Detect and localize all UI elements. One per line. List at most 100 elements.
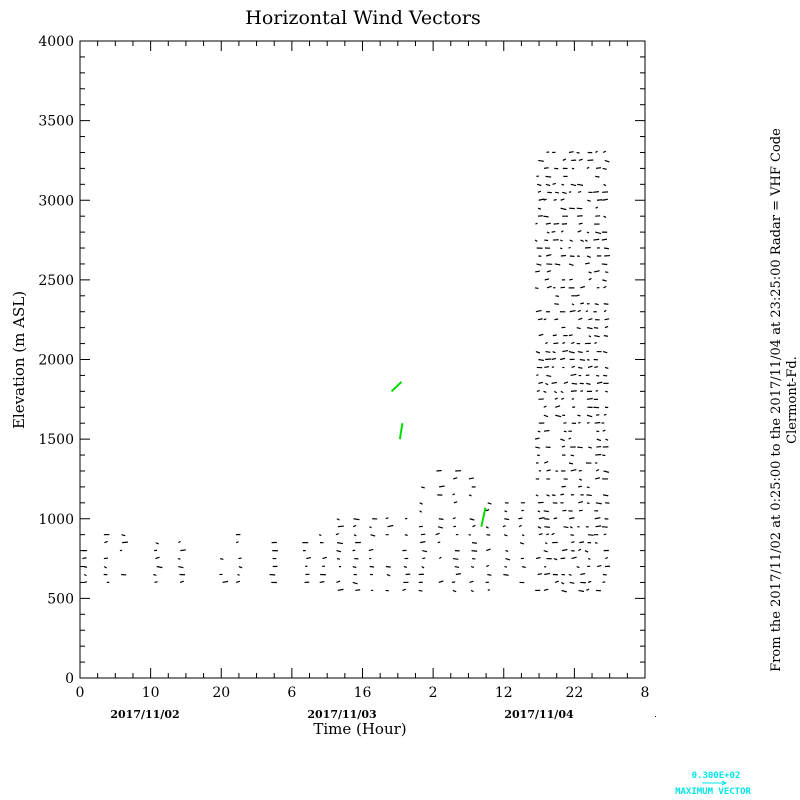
wind-vector xyxy=(569,239,574,242)
wind-vector xyxy=(469,580,474,584)
wind-vector xyxy=(154,581,158,584)
wind-vector xyxy=(538,517,545,520)
wind-vector xyxy=(568,151,574,154)
wind-vector xyxy=(594,517,601,520)
wind-vector xyxy=(543,414,549,418)
wind-vector xyxy=(543,167,549,169)
wind-vector xyxy=(571,365,576,369)
wind-vector xyxy=(577,191,582,193)
wind-vector xyxy=(544,542,548,545)
wind-vector xyxy=(306,556,312,560)
wind-vector xyxy=(503,534,508,537)
wind-vector xyxy=(578,421,581,424)
legend-label: MAXIMUM VECTOR xyxy=(675,787,751,797)
wind-vector xyxy=(545,175,552,178)
wind-vector xyxy=(535,350,541,354)
wind-vector xyxy=(579,358,586,361)
wind-vector xyxy=(570,534,574,536)
wind-vector xyxy=(535,446,540,449)
wind-vector xyxy=(469,518,475,521)
wind-vector xyxy=(535,222,538,225)
wind-vector xyxy=(546,253,552,257)
wind-vector xyxy=(593,238,600,241)
wind-vector xyxy=(452,589,457,593)
wind-vector xyxy=(319,581,325,584)
wind-vector xyxy=(586,502,590,505)
wind-vector xyxy=(487,588,491,591)
wind-vector xyxy=(571,556,577,560)
wind-vector xyxy=(322,556,327,560)
wind-vector xyxy=(569,278,573,281)
wind-vector xyxy=(437,541,441,544)
wind-vector xyxy=(485,526,489,529)
wind-vector xyxy=(595,175,600,178)
wind-vector xyxy=(155,542,160,545)
wind-vector xyxy=(593,327,599,329)
wind-vector xyxy=(568,437,572,440)
max-wind-vector xyxy=(390,381,403,393)
wind-vector xyxy=(560,493,565,496)
wind-vector xyxy=(554,580,560,584)
wind-vector xyxy=(386,573,391,577)
y-tick-label: 1500 xyxy=(38,432,74,448)
wind-vector xyxy=(156,565,163,569)
max-wind-vector xyxy=(398,423,404,440)
wind-vector xyxy=(595,502,602,505)
wind-vector xyxy=(603,335,609,337)
wind-vector xyxy=(586,486,590,489)
wind-vector xyxy=(605,556,609,560)
wind-vector xyxy=(586,231,590,234)
wind-vector xyxy=(587,557,591,560)
wind-vector xyxy=(122,541,129,544)
wind-vector xyxy=(554,303,559,305)
wind-vector xyxy=(503,573,509,576)
wind-vector xyxy=(554,263,561,266)
wind-vector xyxy=(602,167,607,170)
wind-vector xyxy=(385,565,391,568)
wind-vector xyxy=(487,573,492,576)
wind-vector xyxy=(601,263,608,266)
wind-vector xyxy=(83,565,88,568)
wind-vector xyxy=(546,151,550,154)
wind-vector xyxy=(604,366,609,369)
wind-vector xyxy=(336,557,341,560)
wind-vector xyxy=(577,446,583,449)
wind-vector xyxy=(337,525,344,528)
wind-vector xyxy=(518,517,523,520)
x-tick-label: 10 xyxy=(142,685,160,701)
wind-vector xyxy=(235,541,239,544)
wind-vector xyxy=(485,509,490,512)
wind-vector xyxy=(487,502,492,505)
wind-vector xyxy=(602,581,606,584)
wind-vector xyxy=(588,271,592,274)
wind-vector xyxy=(597,564,602,568)
wind-vector xyxy=(603,470,610,473)
wind-vector xyxy=(353,534,357,537)
wind-vector xyxy=(587,580,592,584)
wind-vector xyxy=(569,309,576,313)
wind-vector xyxy=(560,390,564,394)
wind-vector xyxy=(587,199,591,202)
wind-vector xyxy=(560,357,566,361)
y-tick-label: 4000 xyxy=(38,34,74,50)
wind-vector xyxy=(546,374,552,378)
wind-vector xyxy=(569,517,575,520)
y-tick-label: 1000 xyxy=(38,512,74,528)
wind-vector xyxy=(337,588,344,591)
wind-vector xyxy=(570,183,577,187)
wind-vector xyxy=(586,166,590,169)
wind-vector xyxy=(519,542,525,545)
wind-vector xyxy=(336,550,342,553)
wind-vector xyxy=(387,524,394,528)
wind-vector xyxy=(593,191,599,193)
wind-vector xyxy=(602,494,609,497)
wind-vector xyxy=(155,556,160,560)
wind-vector xyxy=(595,231,602,235)
wind-vector xyxy=(561,589,567,593)
wind-vector xyxy=(568,191,572,193)
wind-vector xyxy=(352,565,357,569)
wind-vector xyxy=(580,572,586,576)
wind-vector xyxy=(603,285,607,289)
wind-vector xyxy=(588,318,593,321)
